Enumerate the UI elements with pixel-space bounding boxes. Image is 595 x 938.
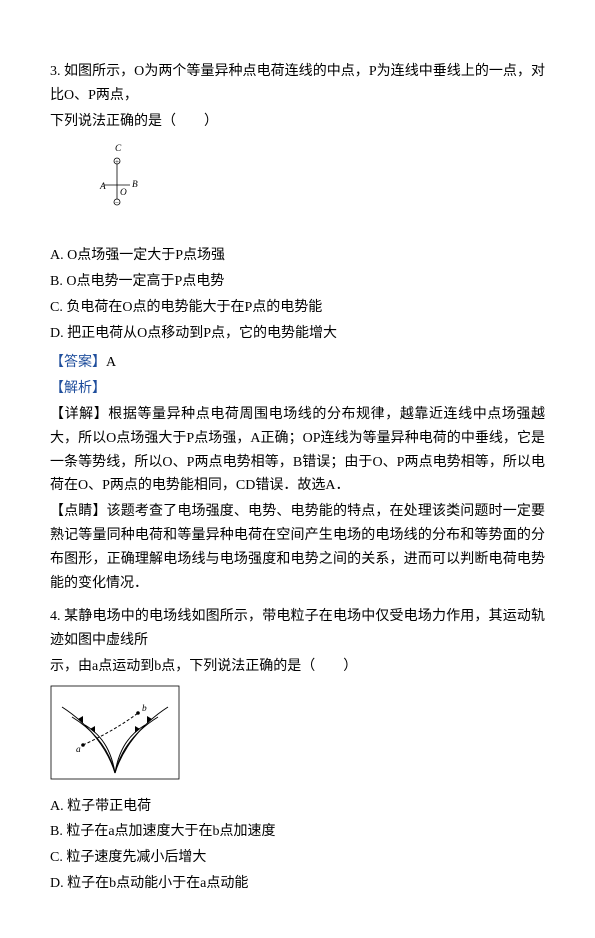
q3-answer-line: 【答案】A (50, 351, 545, 375)
point-b-label: b (142, 704, 147, 714)
q3-option-b: B. O点电势一定高于P点电势 (50, 270, 545, 294)
minus-icon: − (115, 199, 119, 207)
q4-option-d: D. 粒子在b点动能小于在a点动能 (50, 872, 545, 896)
q3-node-a-label: A (99, 182, 106, 192)
q3-figure: C + A O B − (90, 139, 545, 238)
q4-stem-line1: 4. 某静电场中的电场线如图所示，带电粒子在电场中仅受电场力作用，其运动轨迹如图… (50, 605, 545, 653)
q3-node-o-label: O (120, 188, 127, 198)
answer-label: 【答案】 (50, 355, 106, 370)
q3-answer-block: 【答案】A 【解析】 【详解】根据等量异种点电荷周围电场线的分布规律，越靠近连线… (50, 351, 545, 595)
analysis-label: 【解析】 (50, 381, 106, 396)
q4-figure: a b (50, 685, 545, 789)
q4-stem-line2: 示，由a点运动到b点，下列说法正确的是（ ） (50, 655, 545, 679)
q3-analysis-p2: 【点睛】该题考查了电场强度、电势、电势能的特点，在处理该类问题时一定要熟记等量同… (50, 500, 545, 595)
q4-option-c: C. 粒子速度先减小后增大 (50, 846, 545, 870)
q3-option-c: C. 负电荷在O点的电势能大于在P点的电势能 (50, 296, 545, 320)
q3-option-d: D. 把正电荷从O点移动到P点，它的电势能增大 (50, 322, 545, 346)
q3-option-a: A. O点场强一定大于P点场强 (50, 244, 545, 268)
q3-answer-text: A (106, 355, 116, 370)
q3-node-c-label: C (115, 144, 122, 154)
point-a-dot (81, 743, 85, 747)
q3-diagram-svg: C + A O B − (90, 139, 150, 229)
q4-option-a: A. 粒子带正电荷 (50, 795, 545, 819)
page-container: 3. 如图所示，O为两个等量异种点电荷连线的中点，P为连线中垂线上的一点，对比O… (0, 0, 595, 938)
q3-analysis-p1: 【详解】根据等量异种点电荷周围电场线的分布规律，越靠近连线中点场强越大，所以O点… (50, 403, 545, 498)
q4-option-b: B. 粒子在a点加速度大于在b点加速度 (50, 820, 545, 844)
q3-stem-line2: 下列说法正确的是（ ） (50, 110, 545, 134)
q3-stem-line1: 3. 如图所示，O为两个等量异种点电荷连线的中点，P为连线中垂线上的一点，对比O… (50, 60, 545, 108)
q4-diagram-svg: a b (50, 685, 180, 780)
q3-node-b-label: B (132, 180, 138, 190)
figure-border (51, 686, 179, 779)
point-b-dot (136, 711, 140, 715)
q3-analysis-label-line: 【解析】 (50, 377, 545, 401)
point-a-label: a (76, 745, 81, 755)
